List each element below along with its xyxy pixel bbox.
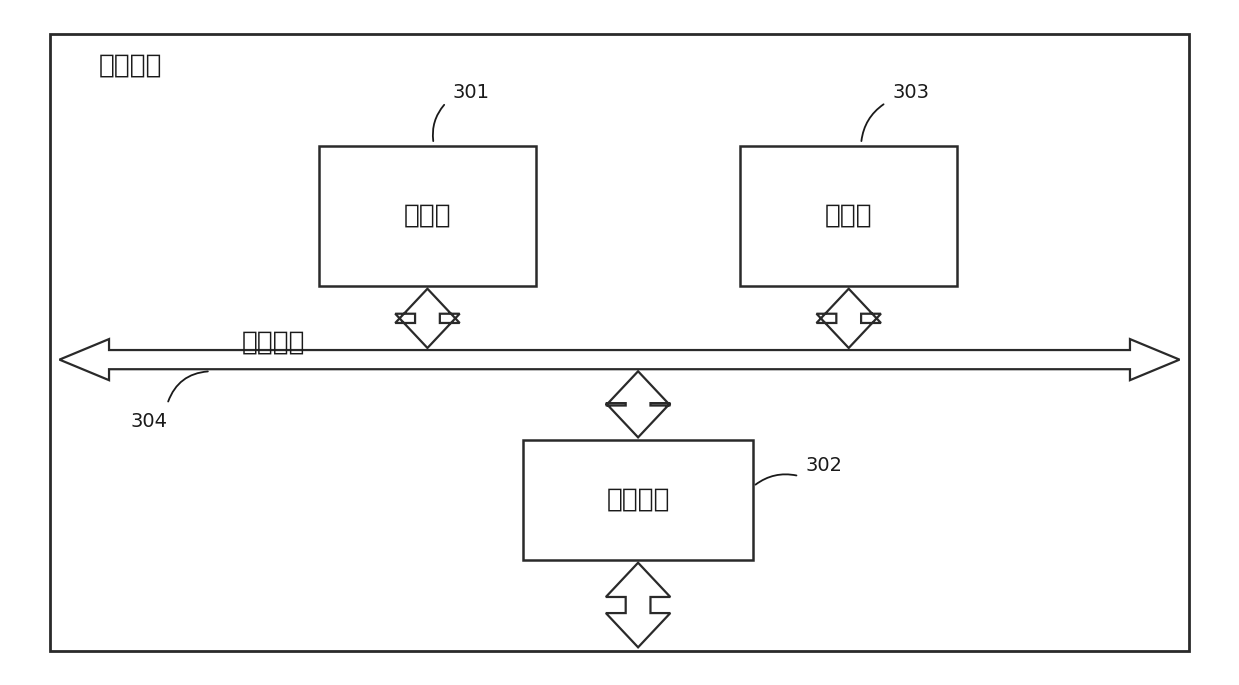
Polygon shape: [395, 289, 460, 348]
Polygon shape: [59, 339, 1180, 380]
Text: 通信接口: 通信接口: [606, 487, 670, 513]
Polygon shape: [606, 371, 670, 438]
Text: 301: 301: [452, 83, 489, 102]
Text: 通信总线: 通信总线: [242, 329, 305, 356]
Polygon shape: [817, 289, 881, 348]
FancyBboxPatch shape: [318, 146, 535, 286]
Text: 303: 303: [892, 83, 929, 102]
FancyBboxPatch shape: [50, 34, 1189, 651]
Text: 电子设备: 电子设备: [99, 52, 162, 78]
Text: 处理器: 处理器: [404, 203, 451, 229]
Text: 302: 302: [805, 456, 843, 475]
Text: 304: 304: [130, 412, 167, 431]
FancyBboxPatch shape: [523, 440, 752, 560]
Text: 存储器: 存储器: [825, 203, 872, 229]
FancyBboxPatch shape: [741, 146, 957, 286]
Polygon shape: [606, 563, 670, 647]
